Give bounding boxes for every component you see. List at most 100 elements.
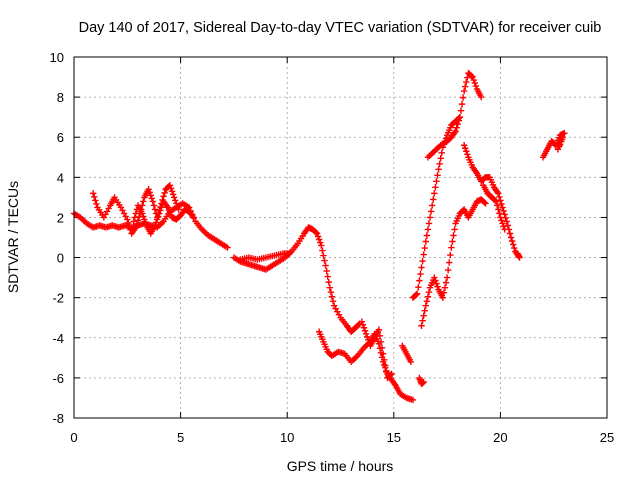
data-point xyxy=(501,226,508,233)
data-point xyxy=(327,288,335,296)
data-point xyxy=(132,210,140,217)
data-point xyxy=(443,274,451,281)
data-point xyxy=(463,148,470,155)
data-point xyxy=(419,317,426,324)
data-point xyxy=(424,293,432,300)
data-point xyxy=(448,244,455,251)
data-point xyxy=(494,202,501,209)
data-point xyxy=(140,198,147,205)
data-point xyxy=(420,378,427,386)
data-point xyxy=(506,230,514,237)
data-point xyxy=(171,194,178,201)
data-point xyxy=(125,219,132,227)
data-point xyxy=(460,87,468,95)
data-point xyxy=(321,257,328,264)
series-sat-n xyxy=(480,182,508,233)
data-point xyxy=(514,250,521,257)
data-point xyxy=(158,204,165,211)
data-point xyxy=(453,124,460,131)
data-point xyxy=(418,264,425,271)
data-point xyxy=(425,220,433,227)
data-point xyxy=(409,396,417,404)
data-point xyxy=(387,371,394,379)
data-point xyxy=(172,197,179,204)
data-point xyxy=(449,238,456,245)
x-tick-label: 0 xyxy=(70,430,77,445)
data-point xyxy=(501,211,508,218)
data-point xyxy=(561,130,568,137)
data-point xyxy=(460,142,468,149)
data-point xyxy=(362,330,370,337)
data-point xyxy=(430,196,437,203)
data-point xyxy=(418,322,425,329)
data-point xyxy=(495,190,502,197)
data-point xyxy=(149,198,157,205)
grid xyxy=(74,57,607,418)
data-point xyxy=(148,195,156,202)
data-point xyxy=(472,82,480,90)
data-point xyxy=(463,78,470,86)
data-point xyxy=(324,273,331,280)
series-sat-i xyxy=(416,374,427,388)
chart-title: Day 140 of 2017, Sidereal Day-to-day VTE… xyxy=(79,20,602,36)
data-point xyxy=(91,193,98,201)
data-point xyxy=(132,224,140,231)
data-point xyxy=(169,191,177,198)
data-point xyxy=(151,222,159,229)
data-point xyxy=(140,213,147,220)
data-point xyxy=(422,302,429,309)
data-point xyxy=(511,244,518,252)
data-point xyxy=(382,362,389,370)
data-point xyxy=(509,241,517,248)
data-point xyxy=(447,251,454,259)
data-point xyxy=(421,244,428,252)
data-point xyxy=(319,247,326,254)
data-point xyxy=(441,284,449,291)
data-point xyxy=(471,79,479,87)
data-point xyxy=(318,242,325,249)
data-point xyxy=(359,321,367,328)
data-point xyxy=(145,186,152,193)
data-point xyxy=(439,294,447,301)
data-point xyxy=(142,219,149,226)
data-point xyxy=(156,210,163,217)
data-point xyxy=(151,206,159,213)
data-point xyxy=(426,214,434,221)
data-point xyxy=(434,172,441,179)
data-point xyxy=(124,216,131,223)
data-point xyxy=(457,107,465,114)
data-point xyxy=(459,94,467,101)
data-point xyxy=(130,218,137,225)
data-point xyxy=(454,120,461,128)
y-tick-label: -8 xyxy=(52,411,64,426)
data-point xyxy=(358,318,366,325)
series-sat-d xyxy=(230,224,363,335)
data-point xyxy=(328,293,336,300)
data-point xyxy=(468,72,475,80)
data-point xyxy=(500,223,507,230)
data-point xyxy=(416,277,423,284)
data-points xyxy=(70,69,568,404)
data-point xyxy=(419,257,426,265)
data-point xyxy=(312,229,320,236)
data-point xyxy=(378,344,386,352)
data-point xyxy=(504,222,512,229)
y-tick-label: -6 xyxy=(52,371,64,386)
data-point xyxy=(383,368,390,376)
data-point xyxy=(322,262,329,269)
data-point xyxy=(433,178,440,185)
data-point xyxy=(508,237,516,245)
data-point xyxy=(152,219,160,226)
data-point xyxy=(433,280,440,287)
data-point xyxy=(126,223,133,230)
data-point xyxy=(481,199,488,206)
data-point xyxy=(360,324,368,331)
data-point xyxy=(456,113,464,121)
data-point xyxy=(379,350,387,358)
data-point xyxy=(93,200,100,208)
data-point xyxy=(89,190,97,197)
data-point xyxy=(423,232,431,239)
y-tick-label: 10 xyxy=(50,50,64,65)
series-sat-l xyxy=(424,69,485,161)
